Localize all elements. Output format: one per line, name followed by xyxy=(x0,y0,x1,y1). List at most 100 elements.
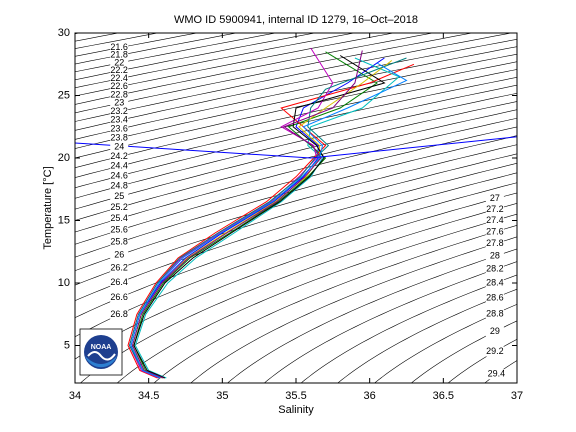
x-tick-label: 34 xyxy=(69,390,81,402)
contour-label: 22.6 xyxy=(110,81,128,91)
contour-label-bg xyxy=(110,309,129,320)
contour-label: 26 xyxy=(114,249,124,259)
contour-label: 28.2 xyxy=(486,264,504,274)
contour-label-bg xyxy=(485,326,504,337)
contour-label: 25.4 xyxy=(110,213,128,223)
contour-label-bg xyxy=(485,193,504,204)
contour-label-bg xyxy=(110,151,129,162)
y-tick-label: 25 xyxy=(58,89,70,101)
logo-circle xyxy=(84,335,118,369)
contour-label-bg xyxy=(110,161,129,172)
contour-label-bg xyxy=(110,292,129,303)
contour-label-bg xyxy=(110,277,129,288)
contour-label-bg xyxy=(110,124,129,135)
x-axis-label: Salinity xyxy=(278,404,314,416)
contour-label: 24.8 xyxy=(110,181,128,191)
logo: NOAA xyxy=(79,328,123,376)
axes: 34 34.5 35 35.5 36 36.5 37 5 10 15 20 25 30 xyxy=(58,27,523,402)
contour-label-bg xyxy=(485,226,504,237)
logo-wave xyxy=(85,356,117,368)
isopycnal xyxy=(263,261,517,383)
isopycnal xyxy=(75,53,517,149)
logo-text: NOAA xyxy=(91,344,112,351)
contour-label: 22.8 xyxy=(110,89,128,99)
contour-label: 23.4 xyxy=(110,115,128,125)
contour-label: 25.6 xyxy=(110,225,128,235)
isopycnal xyxy=(337,288,517,383)
contour-label: 28 xyxy=(490,251,500,261)
contour-label: 25.2 xyxy=(110,202,128,212)
isopycnal xyxy=(75,101,517,210)
x-tick-label: 37 xyxy=(511,390,523,402)
contour-label-bg xyxy=(485,308,504,319)
profile xyxy=(75,136,517,159)
contour-label: 27 xyxy=(490,193,500,203)
isopycnal xyxy=(75,117,517,233)
contour-label-bg xyxy=(485,215,504,226)
profile xyxy=(133,55,386,379)
contour-label: 24 xyxy=(114,142,124,152)
chart-title: WMO ID 5900941, internal ID 1279, 16–Oct… xyxy=(174,14,418,26)
contour-label: 25 xyxy=(114,191,124,201)
contour-label-bg xyxy=(110,249,129,260)
contour-label: 27.2 xyxy=(486,204,504,214)
contour-label: 22 xyxy=(114,57,124,67)
profile xyxy=(130,62,408,379)
y-tick-label: 15 xyxy=(58,214,70,226)
contour-label-bg xyxy=(485,251,504,262)
contour-label-bg xyxy=(110,65,129,76)
contour-label: 28.8 xyxy=(486,308,504,318)
contour-label: 28.6 xyxy=(486,292,504,302)
contour-label-bg xyxy=(110,263,129,274)
contour-label: 26.4 xyxy=(110,277,128,287)
contour-label-bg xyxy=(485,264,504,275)
contour-label: 23.8 xyxy=(110,132,128,142)
y-tick-label: 30 xyxy=(58,27,70,39)
isopycnal xyxy=(153,224,517,383)
y-tick-label: 5 xyxy=(64,339,70,351)
profile xyxy=(131,50,363,379)
x-tick-label: 35.5 xyxy=(285,390,306,402)
contour-label: 23 xyxy=(114,98,124,108)
contour-label: 29 xyxy=(490,326,500,336)
contour-label-bg xyxy=(110,98,129,109)
isopycnal xyxy=(75,33,513,122)
contour-label-bg xyxy=(110,115,129,126)
isopycnal xyxy=(75,153,517,286)
isopycnal xyxy=(75,135,517,258)
isopycnal xyxy=(75,33,435,105)
contour-label-bg xyxy=(110,225,129,236)
contour-label: 27.6 xyxy=(486,226,504,236)
contour-label: 21.8 xyxy=(110,50,128,60)
contour-label-bg xyxy=(485,204,504,215)
contour-label-bg xyxy=(110,81,129,92)
isopycnal xyxy=(75,38,517,131)
y-tick-label: 20 xyxy=(58,152,70,164)
contour-label-bg xyxy=(110,142,129,153)
contour-label-bg xyxy=(110,42,129,53)
contour-label: 24.6 xyxy=(110,170,128,180)
x-tick-label: 36 xyxy=(364,390,376,402)
contour-label-bg xyxy=(110,213,129,224)
contour-label-bg xyxy=(110,133,129,144)
contour-label: 26.2 xyxy=(110,263,128,273)
contour-label: 29.2 xyxy=(486,346,504,356)
isopycnal xyxy=(75,76,517,178)
y-axis-label: Temperature [°C] xyxy=(42,166,54,249)
isopycnal xyxy=(374,304,517,383)
profile xyxy=(127,63,415,379)
contour-label-bg xyxy=(110,106,129,117)
contour-label: 23.2 xyxy=(110,106,128,116)
contour-label: 24.2 xyxy=(110,151,128,161)
isopycnal xyxy=(227,248,517,383)
isopycnal xyxy=(75,61,517,159)
x-tick-label: 35 xyxy=(216,390,228,402)
isopycnal xyxy=(75,33,396,97)
contour-label-bg xyxy=(110,237,129,248)
profiles xyxy=(75,47,517,379)
isopycnal xyxy=(300,274,517,383)
isopycnal xyxy=(75,33,356,89)
contour-label: 29.4 xyxy=(488,369,506,379)
contour-label: 24.4 xyxy=(110,161,128,171)
x-tick-label: 34.5 xyxy=(138,390,159,402)
